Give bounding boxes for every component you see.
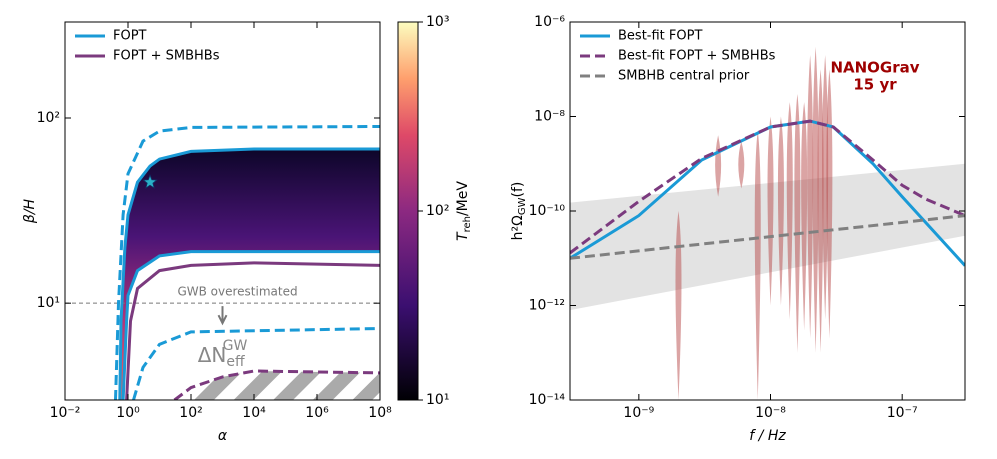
neff-sub: eff [226, 354, 245, 370]
colorbar-tick-label: 10² [426, 203, 449, 219]
x-tick-label: 10² [179, 405, 202, 421]
axes-frame [64, 21, 381, 401]
colorbar-label-main: T [455, 231, 471, 241]
best-fit-star [142, 174, 158, 189]
series-line [570, 119, 965, 255]
violin [715, 135, 722, 197]
series-line [570, 214, 965, 260]
y-tick-label: 10² [37, 110, 60, 126]
violin [822, 55, 829, 320]
x-tick-label: 10⁻² [50, 405, 81, 421]
annotation: NANOGrav [830, 59, 919, 77]
panel: GWB overestimated ΔNeffGW 10⁻² 10⁰ 10² 10⁴ 10⁶… [22, 14, 473, 444]
legend-label: Best-fit FOPT + SMBHBs [618, 49, 776, 64]
neff-label: ΔNeffGW [198, 338, 248, 370]
legend-label: Best-fit FOPT [618, 29, 702, 44]
violin [754, 130, 761, 400]
arrow [217, 306, 228, 326]
y-tick-label: 10⁻¹⁴ [529, 392, 566, 408]
violin [767, 116, 774, 306]
annotation: 15 yr [853, 76, 897, 94]
violin [801, 102, 808, 331]
x-tick-label: 10⁶ [305, 405, 329, 421]
x-tick-label: 10⁸ [368, 405, 392, 421]
reheating-region [119, 149, 380, 400]
annotation: GWB overestimated [177, 285, 297, 299]
x-tick-label: 10⁻⁹ [623, 405, 654, 421]
x-tick-label: 10⁰ [116, 405, 140, 421]
x-tick-label: 10⁴ [242, 405, 266, 421]
violin [807, 55, 814, 339]
y-tick-label: 10⁻¹² [529, 298, 565, 314]
y-tick-label: 10¹ [37, 295, 60, 311]
colorbar-label-sub: reh [462, 216, 473, 232]
series-line [132, 327, 380, 400]
violin [786, 102, 793, 320]
x-tick-label: 10⁻⁷ [887, 405, 918, 421]
plot-area [65, 125, 380, 400]
x-axis-label: α [218, 428, 228, 444]
violin [777, 116, 784, 306]
neff-main: ΔN [198, 342, 227, 366]
colorbar [397, 21, 419, 401]
y-label-tail: (f) [510, 182, 526, 198]
y-tick-label: 10⁻⁶ [534, 14, 565, 30]
colorbar-label-tail: /MeV [455, 181, 471, 216]
colorbar-tick-label: 10¹ [426, 392, 449, 408]
legend-label: FOPT [113, 29, 147, 44]
series-line [125, 261, 380, 400]
x-axis-label: f / Hz [749, 428, 786, 444]
legend-label: FOPT + SMBHBs [113, 49, 220, 64]
legend-label: SMBHB central prior [618, 69, 750, 84]
series-line [114, 125, 380, 400]
series-line [121, 250, 380, 400]
colorbar-tick-label: 10³ [426, 14, 449, 30]
series-line [173, 369, 380, 400]
violin [794, 93, 801, 353]
colorbar-label: Treh/MeV [455, 181, 473, 241]
neff-sup: GW [223, 338, 248, 354]
neff-excluded-region [174, 371, 380, 400]
x-tick-label: 10⁻⁸ [755, 405, 786, 421]
y-tick-label: 10⁻⁸ [534, 109, 565, 125]
y-axis-label: h²ΩGW(f) [510, 182, 528, 241]
violin [738, 141, 745, 189]
violin [826, 69, 833, 339]
y-label-main: h²Ω [510, 215, 526, 240]
y-label-sub: GW [517, 197, 528, 215]
y-tick-label: 10⁻¹⁰ [529, 203, 566, 219]
violin [817, 69, 824, 353]
y-axis-label: β/H [22, 198, 38, 224]
violin [675, 211, 682, 400]
plot-area [570, 46, 965, 400]
series-line [118, 147, 380, 400]
